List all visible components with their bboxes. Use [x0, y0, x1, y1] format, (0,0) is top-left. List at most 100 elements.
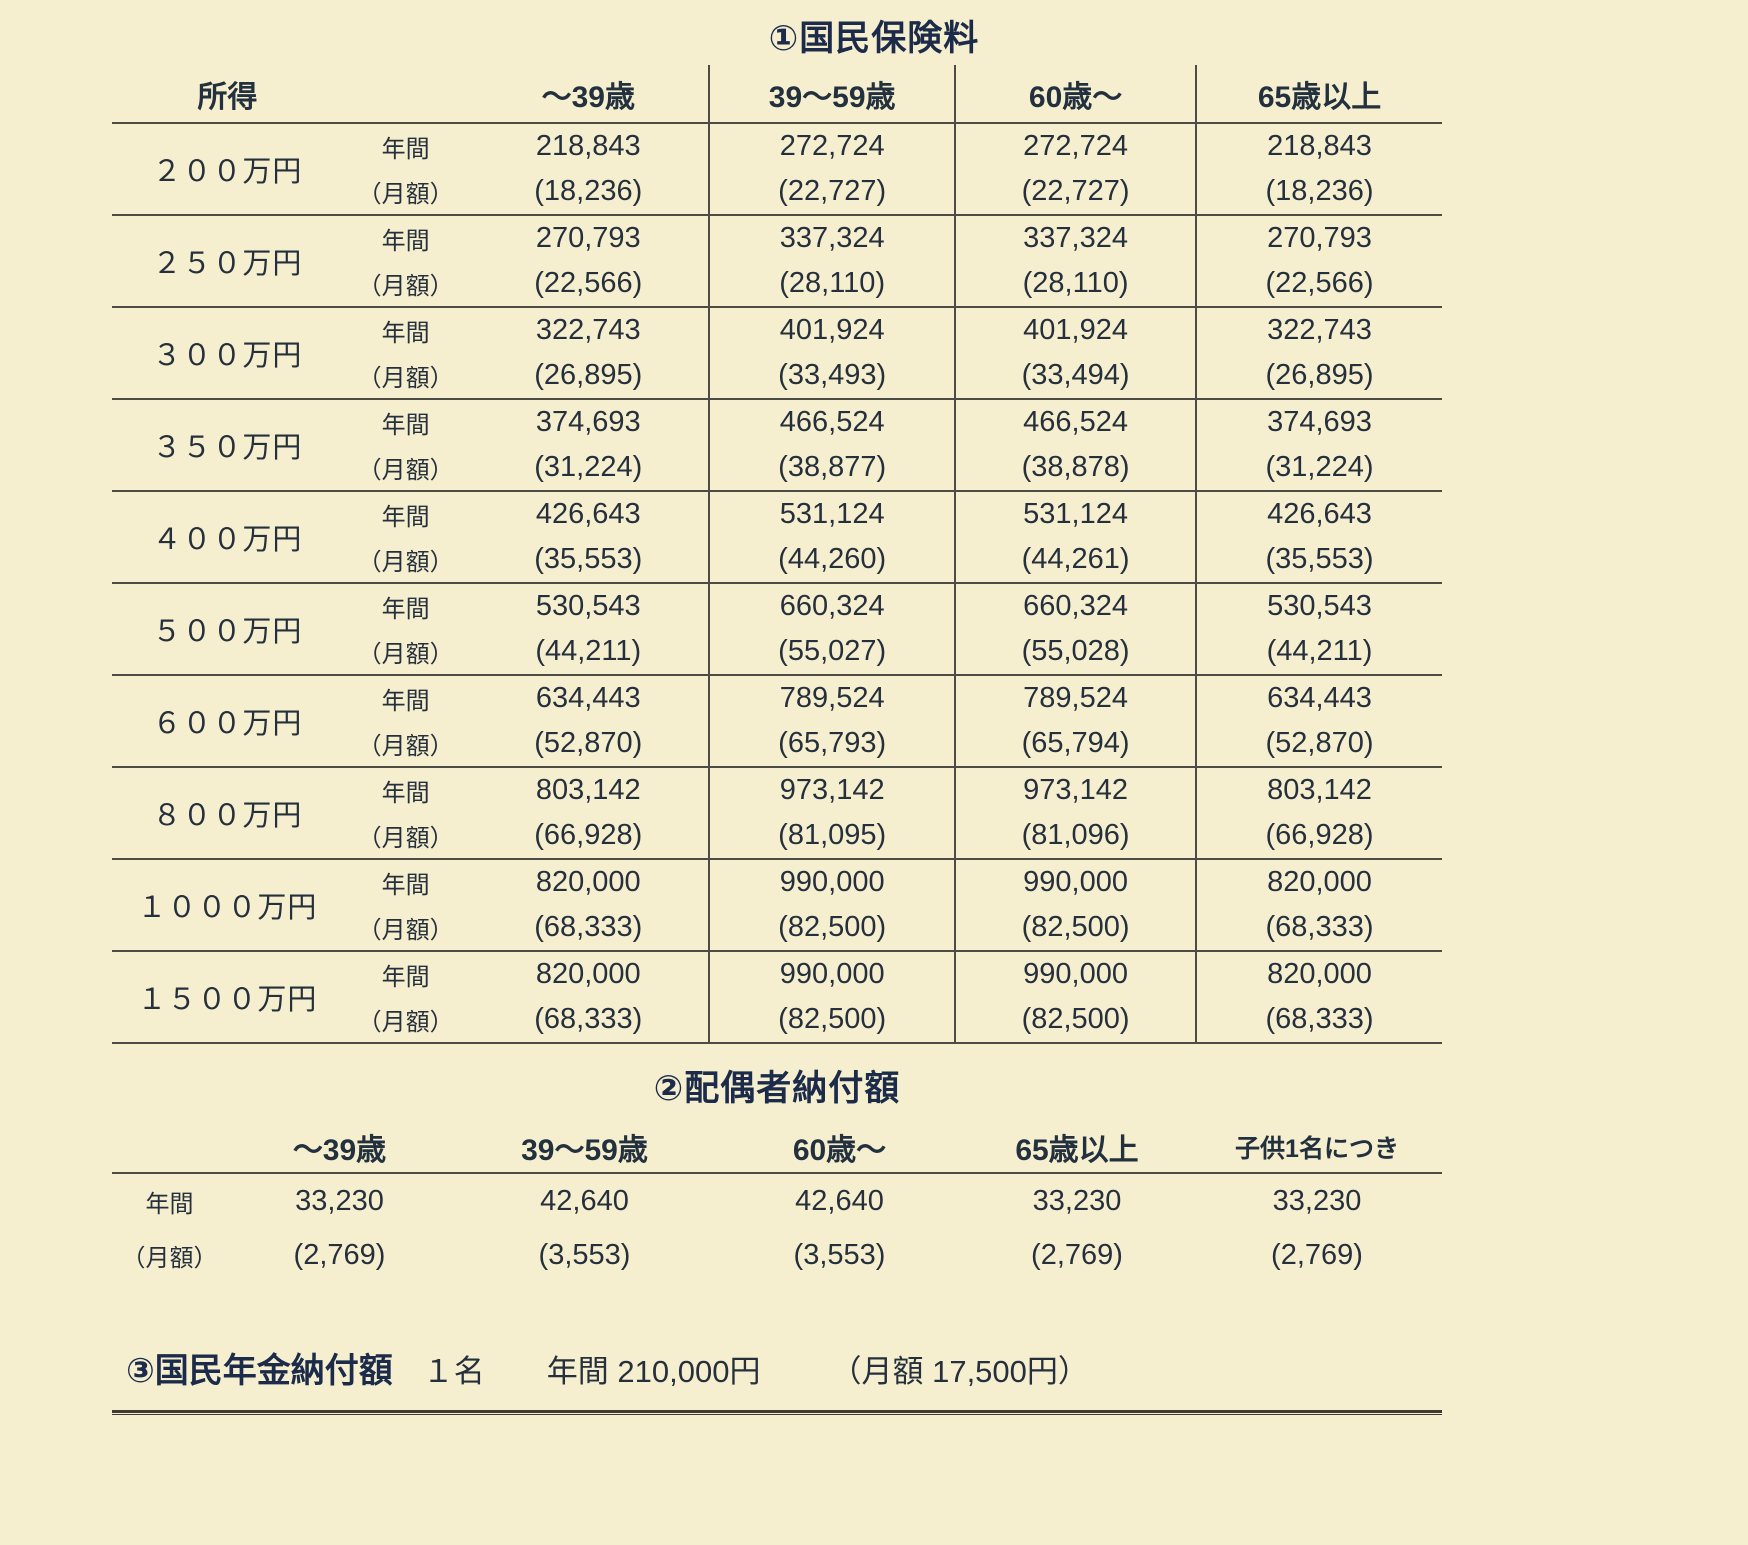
monthly-label: （月額） — [357, 181, 454, 208]
annual-value: 466,524 — [708, 399, 956, 445]
annual-value: 401,924 — [708, 307, 956, 353]
monthly-value: (18,236) — [534, 175, 643, 207]
annual-value: 322,743 — [535, 314, 641, 346]
monthly-value: (31,224) — [1195, 445, 1442, 491]
annual-value: 218,843 — [535, 130, 641, 162]
pension-monthly-amount: （月額 17,500円） — [830, 1354, 1089, 1389]
table-row-group: ３５０万円 年間 374,693 466,524 466,524 374,693… — [112, 399, 1442, 491]
annual-value: 337,324 — [708, 215, 956, 261]
annual-value: 820,000 — [535, 866, 641, 898]
annual-value: 803,142 — [535, 774, 641, 806]
monthly-value: (82,500) — [954, 997, 1197, 1043]
annual-value: 218,843 — [1195, 123, 1442, 169]
annual-label: 年間 — [381, 964, 430, 991]
monthly-value: (31,224) — [534, 451, 643, 483]
insurance-table: 所得 ～39歳 39～59歳 60歳～ 65歳以上 ２００万円 年間 218,8… — [112, 65, 1442, 1044]
monthly-value: (82,500) — [708, 997, 956, 1043]
monthly-value: (55,028) — [954, 629, 1197, 675]
spouse-table-header: ～39歳 39～59歳 60歳～ 65歳以上 子供1名につき — [112, 1121, 1442, 1174]
annual-value: 374,693 — [535, 406, 641, 438]
annual-value: 820,000 — [535, 958, 641, 990]
monthly-value: (68,333) — [534, 1003, 643, 1035]
monthly-value: (3,553) — [793, 1239, 886, 1271]
annual-value: 634,443 — [1195, 675, 1442, 721]
section2-title: ②配偶者納付額 — [653, 1069, 901, 1108]
annual-value: 42,640 — [540, 1184, 629, 1217]
income-label: １０００万円 — [137, 892, 318, 924]
monthly-value: (44,261) — [954, 537, 1197, 583]
annual-label: 年間 — [381, 780, 430, 807]
monthly-label: （月額） — [357, 549, 454, 576]
monthly-label: （月額） — [357, 1009, 454, 1036]
monthly-label: （月額） — [357, 825, 454, 852]
income-label: ４００万円 — [152, 524, 303, 556]
annual-label: 年間 — [381, 228, 430, 255]
annual-value: 531,124 — [708, 491, 956, 537]
monthly-label: （月額） — [357, 641, 454, 668]
annual-value: 634,443 — [535, 682, 641, 714]
monthly-value: (22,727) — [954, 169, 1197, 215]
annual-value: 803,142 — [1195, 767, 1442, 813]
monthly-value: (82,500) — [954, 905, 1197, 951]
col-header-age-2: 60歳～ — [717, 1121, 962, 1174]
annual-value: 33,230 — [1032, 1184, 1122, 1217]
table-row-group: ２５０万円 年間 270,793 337,324 337,324 270,793… — [112, 215, 1442, 307]
annual-value: 270,793 — [535, 222, 641, 254]
annual-value: 401,924 — [954, 307, 1197, 353]
annual-value: 530,543 — [1195, 583, 1442, 629]
annual-value: 990,000 — [708, 859, 956, 905]
annual-value: 530,543 — [535, 590, 641, 622]
col-header-empty — [342, 65, 469, 124]
table-row-group: ２００万円 年間 218,843 272,724 272,724 218,843… — [112, 123, 1442, 215]
annual-value: 789,524 — [954, 675, 1197, 721]
monthly-label: （月額） — [357, 365, 454, 392]
table-row-group: ３００万円 年間 322,743 401,924 401,924 322,743… — [112, 307, 1442, 399]
annual-value: 820,000 — [1195, 951, 1442, 997]
annual-value: 337,324 — [954, 215, 1197, 261]
income-label: ２５０万円 — [152, 248, 303, 280]
income-label: ８００万円 — [152, 800, 303, 832]
annual-value: 33,230 — [1272, 1184, 1362, 1217]
income-label: ６００万円 — [152, 708, 303, 740]
monthly-value: (26,895) — [1195, 353, 1442, 399]
income-label: ５００万円 — [152, 616, 303, 648]
monthly-value: (81,095) — [708, 813, 956, 859]
table-row-group: １０００万円 年間 820,000 990,000 990,000 820,00… — [112, 859, 1442, 951]
monthly-value: (55,027) — [708, 629, 956, 675]
table-row-group: １５００万円 年間 820,000 990,000 990,000 820,00… — [112, 951, 1442, 1043]
col-header-age-2: 60歳～ — [954, 65, 1197, 124]
monthly-label: （月額） — [357, 273, 454, 300]
monthly-value: (28,110) — [708, 261, 956, 307]
table-row-group: ５００万円 年間 530,543 660,324 660,324 530,543… — [112, 583, 1442, 675]
pension-section: ③国民年金納付額 １名 年間 210,000円 （月額 17,500円） — [112, 1343, 1442, 1392]
section1-title: ①国民保険料 — [768, 19, 980, 58]
col-header-age-3: 65歳以上 — [962, 1121, 1192, 1174]
col-header-income: 所得 — [112, 65, 343, 124]
col-header-child: 子供1名につき — [1192, 1121, 1442, 1174]
annual-label: 年間 — [381, 320, 430, 347]
annual-value: 426,643 — [1195, 491, 1442, 537]
income-label: ２００万円 — [152, 156, 303, 188]
annual-label: 年間 — [381, 872, 430, 899]
monthly-value: (38,877) — [708, 445, 956, 491]
content-area: 所得 ～39歳 39～59歳 60歳～ 65歳以上 ２００万円 年間 218,8… — [112, 65, 1442, 1415]
income-label: ３００万円 — [152, 340, 303, 372]
annual-value: 820,000 — [1195, 859, 1442, 905]
pension-annual-amount: 年間 210,000円 — [546, 1354, 761, 1389]
annual-value: 374,693 — [1195, 399, 1442, 445]
annual-value: 272,724 — [954, 123, 1197, 169]
table-row-group: ６００万円 年間 634,443 789,524 789,524 634,443… — [112, 675, 1442, 767]
monthly-value: (65,793) — [708, 721, 956, 767]
monthly-value: (18,236) — [1195, 169, 1442, 215]
monthly-value: (38,878) — [954, 445, 1197, 491]
monthly-value: (22,566) — [1195, 261, 1442, 307]
annual-label: 年間 — [381, 412, 430, 439]
annual-value: 973,142 — [708, 767, 956, 813]
monthly-value: (81,096) — [954, 813, 1197, 859]
insurance-table-header: 所得 ～39歳 39～59歳 60歳～ 65歳以上 — [112, 65, 1442, 124]
monthly-value: (52,870) — [1195, 721, 1442, 767]
annual-label: 年間 — [381, 596, 430, 623]
annual-value: 531,124 — [954, 491, 1197, 537]
monthly-value: (52,870) — [534, 727, 643, 759]
